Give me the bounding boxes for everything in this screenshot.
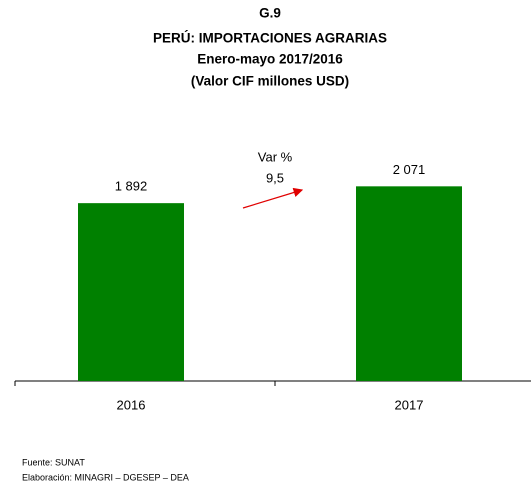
data-label: 1 892 [115,179,148,194]
x-tick-label: 2017 [395,397,424,412]
data-label: 2 071 [393,162,426,177]
chart-title: G.9 [259,6,281,21]
annotation-text: 9,5 [266,170,284,185]
x-tick-label: 2016 [117,397,146,412]
bar [356,186,462,381]
chart-title: PERÚ: IMPORTACIONES AGRARIAS [153,31,387,46]
annotation-title: Var % [258,149,293,164]
footnote: Fuente: SUNAT [22,457,85,467]
footnote: Elaboración: MINAGRI – DGESEP – DEA [22,472,189,482]
chart-title: (Valor CIF millones USD) [191,74,349,89]
arrow [242,187,304,209]
chart-title: Enero-mayo 2017/2016 [197,52,343,67]
bar [78,203,184,381]
